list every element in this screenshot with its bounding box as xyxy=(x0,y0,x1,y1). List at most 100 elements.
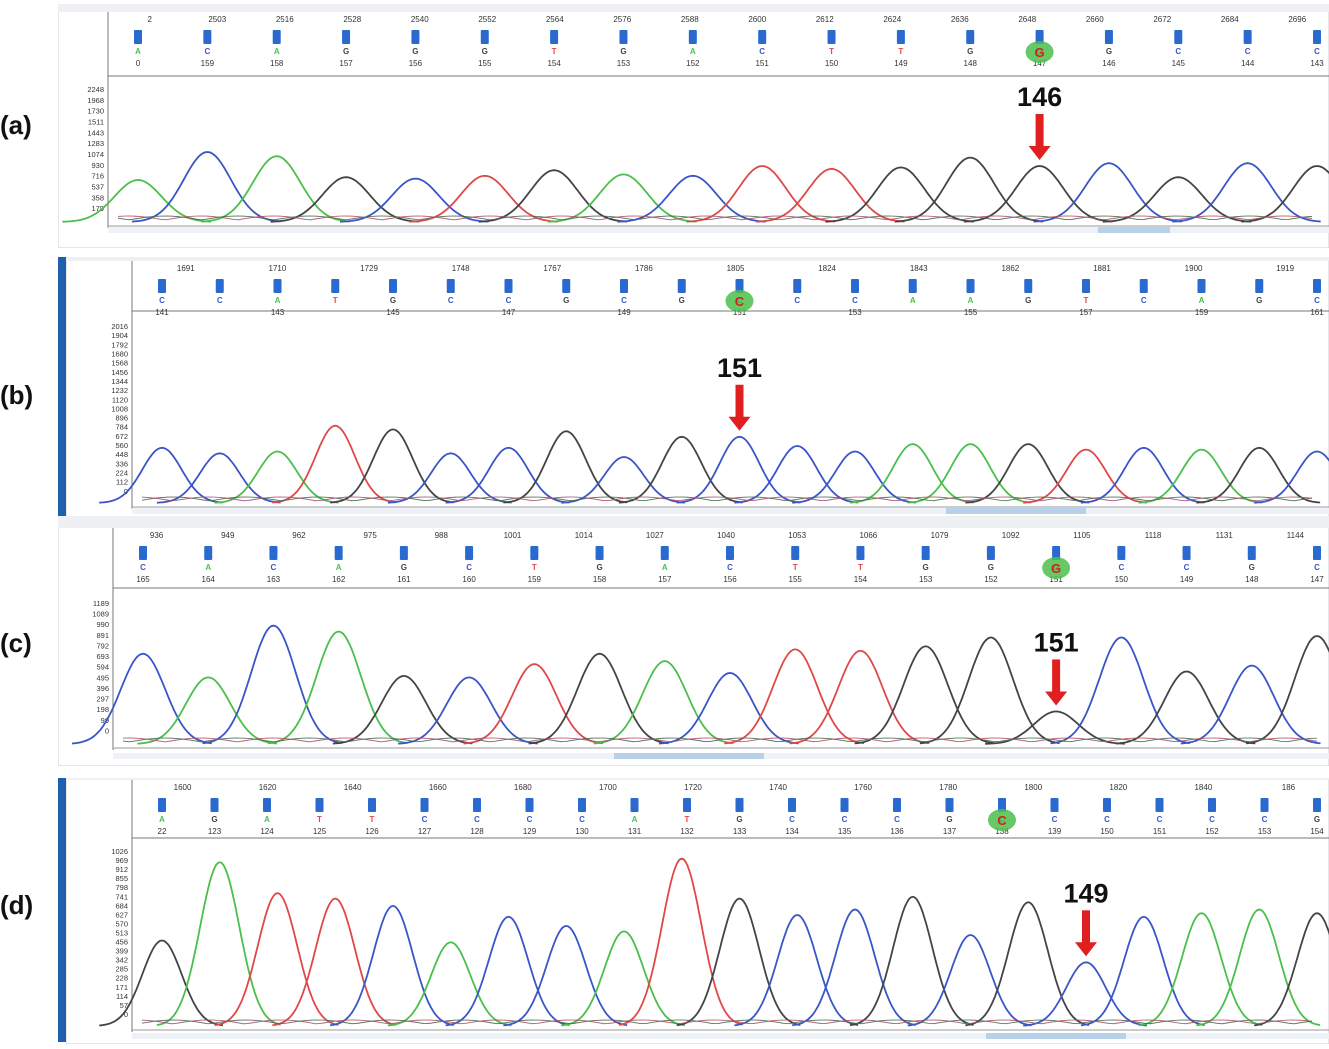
base-position-label: 136 xyxy=(890,827,904,836)
trace-peak-G xyxy=(894,156,1044,223)
y-tick-label: 594 xyxy=(96,663,109,672)
base-call-marker-icon xyxy=(1155,798,1164,812)
base-position-label: 131 xyxy=(628,827,642,836)
base-letter: C xyxy=(1118,563,1124,572)
y-tick-label: 990 xyxy=(96,620,109,629)
base-letter: C xyxy=(506,296,512,305)
base-call-marker-icon xyxy=(446,279,455,293)
base-letter: G xyxy=(1256,296,1262,305)
y-tick-label: 456 xyxy=(115,938,128,947)
y-tick-label: 297 xyxy=(96,695,109,704)
y-tick-label: 1568 xyxy=(111,359,128,368)
base-call-marker-icon xyxy=(595,546,604,560)
x-tick-label: 1800 xyxy=(1024,783,1042,792)
panel-label-b: (b) xyxy=(0,380,34,410)
window-edge-d xyxy=(58,778,66,1042)
base-call-marker-icon xyxy=(204,546,213,560)
trace-peak-G xyxy=(849,895,974,1027)
y-tick-label: 114 xyxy=(116,992,128,1001)
base-letter: T xyxy=(1084,296,1089,305)
red-down-arrow-icon xyxy=(1035,114,1044,148)
y-tick-label: 1026 xyxy=(111,847,128,856)
base-call-marker-icon xyxy=(827,30,836,44)
base-position-label: 154 xyxy=(1310,827,1324,836)
highlighted-base-circle xyxy=(1042,557,1071,579)
base-call-marker-icon xyxy=(896,30,905,44)
trace-peak-G xyxy=(330,428,454,504)
y-tick-label: 969 xyxy=(115,856,128,865)
base-position-label: 145 xyxy=(386,308,400,317)
base-letter: T xyxy=(829,47,834,56)
base-position-label: 153 xyxy=(848,308,862,317)
x-tick-label: 1900 xyxy=(1185,264,1203,273)
base-call-marker-icon xyxy=(215,279,224,293)
x-tick-label: 2624 xyxy=(883,15,901,24)
y-tick-label: 1283 xyxy=(87,139,104,148)
y-tick-label: 171 xyxy=(115,983,128,992)
base-call-marker-icon xyxy=(908,279,917,293)
base-position-label: 153 xyxy=(617,59,631,68)
base-call-marker-icon xyxy=(788,798,796,812)
base-letter: C xyxy=(271,563,277,572)
y-tick-label: 741 xyxy=(115,892,128,901)
base-position-label: 152 xyxy=(1205,827,1219,836)
base-letter: A xyxy=(135,47,141,56)
y-tick-label: 1074 xyxy=(87,150,104,159)
base-letter: C xyxy=(474,815,480,824)
base-position-label: 154 xyxy=(547,59,561,68)
x-tick-label: 2552 xyxy=(478,15,496,24)
base-letter: G xyxy=(946,815,952,824)
base-position-label: 123 xyxy=(208,827,222,836)
base-position-label: 132 xyxy=(680,827,694,836)
base-position-label: 153 xyxy=(1258,827,1272,836)
base-position-label: 161 xyxy=(1310,308,1324,317)
y-tick-label: 912 xyxy=(115,865,128,874)
base-letter: G xyxy=(1106,47,1112,56)
trace-peak-T xyxy=(272,424,397,504)
y-tick-label: 179 xyxy=(91,204,104,213)
y-tick-label: 1344 xyxy=(111,377,128,386)
trace-peak-G xyxy=(825,166,975,223)
y-tick-label: 1968 xyxy=(87,96,104,105)
base-call-marker-icon xyxy=(368,798,376,812)
trace-peak-A xyxy=(137,676,278,745)
base-position-label: 153 xyxy=(919,575,933,584)
base-position-label: 22 xyxy=(158,827,167,836)
trace-peak-G xyxy=(1115,670,1256,745)
base-position-label: 134 xyxy=(785,827,799,836)
base-call-marker-icon xyxy=(1174,30,1183,44)
x-tick-label: 1680 xyxy=(514,783,532,792)
x-tick-label: 1691 xyxy=(177,264,195,273)
base-letter: C xyxy=(579,815,585,824)
y-tick-label: 684 xyxy=(115,901,128,910)
base-call-marker-icon xyxy=(840,798,849,812)
trace-peak-G xyxy=(919,636,1060,745)
trace-peak-C xyxy=(202,624,343,745)
base-position-label: 127 xyxy=(418,827,432,836)
x-tick-label: 1079 xyxy=(931,531,949,540)
y-tick-label: 1792 xyxy=(111,340,128,349)
y-tick-label: 537 xyxy=(91,183,104,192)
y-tick-label: 1443 xyxy=(87,128,104,137)
x-tick-label: 1729 xyxy=(360,264,378,273)
base-call-marker-icon xyxy=(158,798,166,812)
highlighted-base-letter: C xyxy=(735,294,745,309)
base-position-label: 158 xyxy=(270,59,284,68)
base-call-marker-icon xyxy=(1260,798,1269,812)
base-call-marker-icon xyxy=(735,279,744,293)
x-tick-label: 1066 xyxy=(859,531,877,540)
base-position-label: 152 xyxy=(686,59,700,68)
x-tick-label: 1780 xyxy=(939,783,957,792)
base-call-marker-icon xyxy=(791,546,800,560)
highlighted-base-circle xyxy=(988,809,1016,831)
base-call-marker-icon xyxy=(1208,798,1216,812)
arrow-position-label: 151 xyxy=(717,353,762,383)
scrollbar-thumb xyxy=(986,1033,1126,1039)
trace-peak-G xyxy=(503,430,628,504)
red-down-arrow-icon xyxy=(1052,659,1061,694)
base-position-label: 156 xyxy=(409,59,423,68)
base-letter: C xyxy=(1052,815,1058,824)
base-position-label: 157 xyxy=(1079,308,1093,317)
arrow-position-label: 149 xyxy=(1063,878,1108,908)
baseline-trace-T xyxy=(141,1019,1313,1025)
